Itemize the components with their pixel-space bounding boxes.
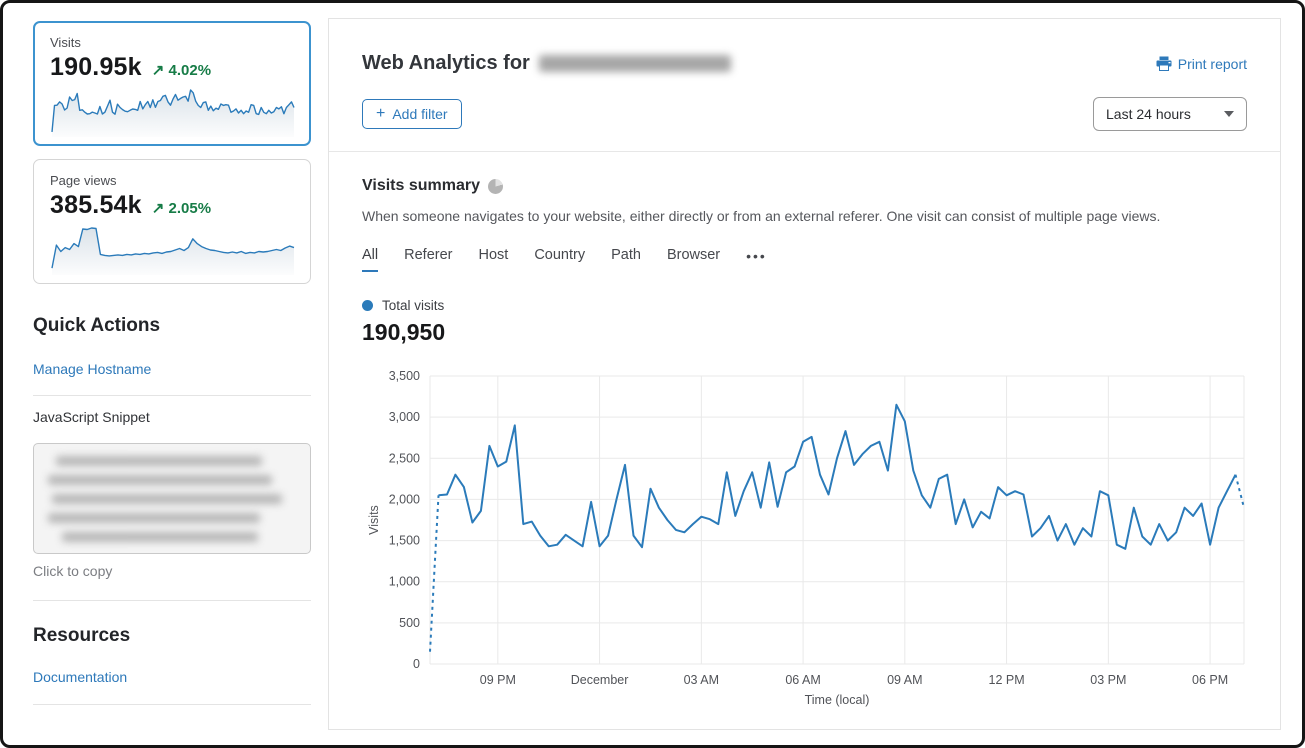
visits-stat-card[interactable]: Visits 190.95k ↗ 4.02% [33, 21, 311, 146]
trend-up-icon: ↗ [151, 62, 165, 79]
pageviews-card-delta: ↗ 2.05% [151, 200, 212, 217]
tab-all[interactable]: All [362, 247, 379, 272]
svg-text:2,000: 2,000 [389, 492, 420, 506]
printer-icon [1156, 56, 1172, 71]
svg-text:03 AM: 03 AM [684, 673, 719, 687]
total-visits-value: 190,950 [362, 319, 446, 345]
divider [33, 600, 311, 601]
add-filter-button[interactable]: + Add filter [362, 99, 462, 129]
click-to-copy-hint: Click to copy [33, 563, 113, 579]
svg-text:1,500: 1,500 [389, 534, 420, 548]
legend-dot-icon [362, 300, 373, 311]
trend-up-icon: ↗ [151, 200, 165, 217]
svg-text:3,500: 3,500 [389, 369, 420, 383]
pageviews-card-label: Page views [50, 173, 117, 188]
visits-summary-title: Visits summary [362, 177, 480, 194]
visits-sparkline-chart [51, 89, 295, 137]
quick-actions-heading: Quick Actions [33, 315, 161, 336]
pageviews-card-value: 385.54k [50, 191, 142, 219]
svg-text:09 PM: 09 PM [480, 673, 516, 687]
chart-legend: Total visits [362, 298, 1247, 313]
plus-icon: + [376, 105, 386, 122]
divider [33, 704, 311, 705]
svg-text:06 PM: 06 PM [1192, 673, 1228, 687]
visits-card-value: 190.95k [50, 53, 142, 81]
tab-host[interactable]: Host [478, 247, 509, 263]
redacted-code-line [52, 494, 282, 504]
documentation-link[interactable]: Documentation [33, 669, 128, 685]
tab-country[interactable]: Country [534, 247, 586, 263]
svg-text:12 PM: 12 PM [989, 673, 1025, 687]
sidebar: Visits 190.95k ↗ 4.02% Page views 385.54… [33, 21, 311, 705]
pie-chart-icon [488, 178, 503, 194]
visits-card-label: Visits [50, 35, 81, 50]
pageviews-sparkline-chart [51, 227, 295, 275]
tab-path[interactable]: Path [611, 247, 641, 263]
visits-card-delta: ↗ 4.02% [151, 62, 212, 79]
visits-summary-description: When someone navigates to your website, … [362, 208, 1161, 224]
svg-text:December: December [571, 673, 629, 687]
javascript-snippet-box[interactable] [33, 443, 311, 554]
visits-summary-section: Visits summary When someone navigates to… [329, 152, 1280, 719]
svg-text:1,000: 1,000 [389, 575, 420, 589]
more-tabs-ellipsis-icon[interactable]: ••• [746, 248, 767, 264]
time-range-select[interactable]: Last 24 hours [1093, 97, 1247, 131]
javascript-snippet-label: JavaScript Snippet [33, 409, 150, 425]
tab-browser[interactable]: Browser [666, 247, 721, 263]
svg-text:500: 500 [399, 616, 420, 630]
svg-text:Time (local): Time (local) [805, 693, 870, 707]
redacted-code-line [56, 456, 262, 466]
chevron-down-icon [1224, 111, 1234, 117]
svg-text:Visits: Visits [367, 505, 381, 535]
legend-label: Total visits [382, 298, 445, 313]
redacted-code-line [48, 513, 260, 523]
redacted-code-line [62, 532, 258, 542]
svg-text:06 AM: 06 AM [785, 673, 820, 687]
page-title: Web Analytics for [362, 52, 731, 75]
dimension-tabs: All Referer Host Country Path Browser ••… [362, 247, 1247, 272]
divider [33, 395, 311, 396]
svg-text:09 AM: 09 AM [887, 673, 922, 687]
tab-referer[interactable]: Referer [404, 247, 453, 263]
pageviews-stat-card[interactable]: Page views 385.54k ↗ 2.05% [33, 159, 311, 284]
svg-text:03 PM: 03 PM [1090, 673, 1126, 687]
manage-hostname-link[interactable]: Manage Hostname [33, 361, 152, 377]
panel-header: Web Analytics for Print report + Ad [329, 19, 1280, 152]
visits-line-chart: 0 500 1,000 1,500 2,000 2,500 3,000 3,500 09 PM D… [362, 362, 1247, 719]
redacted-site-domain [538, 55, 731, 72]
resources-heading: Resources [33, 625, 131, 646]
svg-text:2,500: 2,500 [389, 451, 420, 465]
line-chart-canvas: 0 500 1,000 1,500 2,000 2,500 3,000 3,500 09 PM D… [367, 369, 1245, 707]
svg-text:0: 0 [413, 657, 420, 671]
svg-text:3,000: 3,000 [389, 410, 420, 424]
print-report-link[interactable]: Print report [1156, 56, 1247, 72]
redacted-code-line [48, 475, 272, 485]
main-panel: Web Analytics for Print report + Ad [328, 18, 1281, 730]
